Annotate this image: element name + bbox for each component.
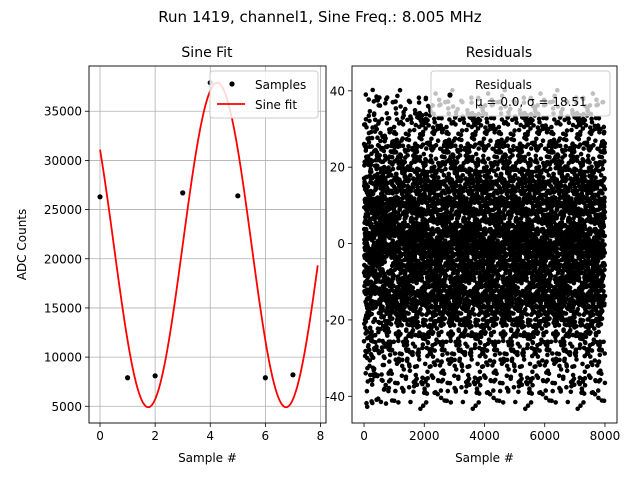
residual-points bbox=[361, 87, 608, 412]
y-tick-label: 20000 bbox=[44, 252, 82, 266]
sine-fit-xlabel: Sample # bbox=[178, 451, 237, 465]
y-tick-label: 15000 bbox=[44, 301, 82, 315]
sample-point bbox=[180, 190, 186, 196]
x-tick-label: 2 bbox=[151, 429, 159, 443]
suptitle: Run 1419, channel1, Sine Freq.: 8.005 MH… bbox=[158, 8, 482, 26]
x-tick-label: 4000 bbox=[469, 429, 500, 443]
x-tick-label: 8000 bbox=[590, 429, 621, 443]
x-tick-label: 0 bbox=[360, 429, 368, 443]
residuals-title: Residuals bbox=[466, 45, 532, 61]
legend-residuals-label: Residuals bbox=[475, 78, 532, 92]
sine-fit-legend: Samples Sine fit bbox=[209, 70, 319, 119]
x-tick-label: 2000 bbox=[409, 429, 440, 443]
sine-fit-ylabel: ADC Counts bbox=[15, 209, 29, 281]
y-tick-label: -40 bbox=[325, 390, 345, 404]
legend-residuals-marker bbox=[447, 92, 453, 98]
y-tick-label: 40 bbox=[330, 84, 345, 98]
x-tick-label: 0 bbox=[96, 429, 104, 443]
y-tick-label: 25000 bbox=[44, 203, 82, 217]
residual-point-cloud bbox=[361, 87, 608, 412]
y-tick-label: 20 bbox=[330, 161, 345, 175]
y-tick-label: -20 bbox=[325, 313, 345, 327]
x-tick-label: 8 bbox=[317, 429, 325, 443]
sine-fit-title: Sine Fit bbox=[181, 45, 233, 61]
sine-fit-panel: Sine Fit 0 2 4 6 8 5000 10000 15000 20000 25000 30… bbox=[15, 45, 327, 465]
x-tick-label: 6 bbox=[262, 429, 270, 443]
x-tick-label: 6000 bbox=[529, 429, 560, 443]
sample-point bbox=[97, 194, 103, 200]
sine-fit-curve bbox=[99, 81, 319, 409]
y-tick-label: 30000 bbox=[44, 154, 82, 168]
y-tick-label: 10000 bbox=[44, 351, 82, 365]
y-tick-label: 35000 bbox=[44, 105, 82, 119]
sample-point bbox=[124, 375, 131, 381]
legend-sine-fit-label: Sine fit bbox=[255, 98, 297, 112]
residuals-axes-frame bbox=[351, 65, 618, 424]
sample-point bbox=[152, 373, 158, 379]
y-tick-label: 5000 bbox=[51, 400, 82, 414]
legend-samples-label: Samples bbox=[255, 78, 306, 92]
residuals-legend: Residuals μ = 0.0, σ = 18.51 bbox=[430, 70, 611, 117]
residuals-panel: Residuals 0 2000 4000 6000 8000 -40 -20 0 20 40 S… bbox=[325, 45, 620, 465]
sample-point bbox=[290, 372, 296, 378]
sine-fit-axes-frame bbox=[88, 65, 327, 424]
y-tick-label: 0 bbox=[337, 237, 345, 251]
legend-stats-label: μ = 0.0, σ = 18.51 bbox=[475, 95, 587, 109]
residuals-xlabel: Sample # bbox=[455, 451, 514, 465]
sample-point bbox=[235, 193, 241, 199]
sample-point bbox=[262, 375, 268, 381]
x-tick-label: 4 bbox=[206, 429, 214, 443]
legend-samples-marker bbox=[229, 81, 235, 87]
